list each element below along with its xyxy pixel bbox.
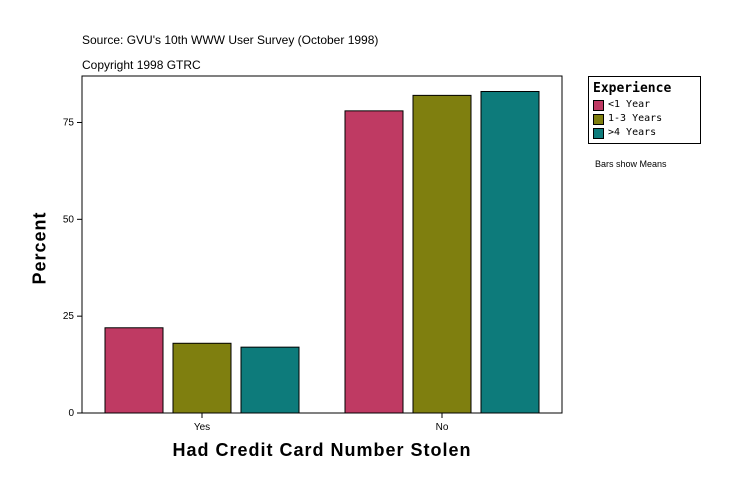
- legend-label: 1-3 Years: [608, 113, 663, 124]
- bar: [240, 346, 300, 414]
- chart-source: Source: GVU's 10th WWW User Survey (Octo…: [82, 33, 379, 47]
- chart-bars: [104, 90, 540, 414]
- bar: [344, 110, 404, 414]
- bar: [104, 327, 164, 414]
- y-tick-label: 25: [63, 311, 75, 322]
- legend-title: Experience: [593, 81, 672, 96]
- legend-swatch: [593, 100, 604, 111]
- x-axis-label: Had Credit Card Number Stolen: [172, 440, 472, 460]
- chart-copyright: Copyright 1998 GTRC: [82, 58, 201, 72]
- chart-axes: 0 25 50 75 Yes No: [63, 75, 563, 433]
- legend-label: >4 Years: [608, 127, 657, 138]
- y-tick-label: 75: [63, 117, 75, 128]
- chart-legend: Experience <1 Year 1-3 Years >4 Years: [588, 76, 701, 144]
- y-tick-label: 0: [68, 408, 74, 419]
- legend-swatch: [593, 114, 604, 125]
- x-tick-label: Yes: [194, 422, 210, 433]
- bar: [172, 342, 232, 414]
- legend-label: <1 Year: [608, 99, 651, 110]
- x-tick-label: No: [436, 422, 449, 433]
- bar: [412, 94, 472, 414]
- plot-frame: [81, 75, 563, 414]
- bar: [480, 90, 540, 414]
- chart-note: Bars show Means: [595, 159, 667, 169]
- y-tick-label: 50: [63, 214, 75, 225]
- y-axis-label: Percent: [29, 211, 50, 285]
- legend-swatch: [593, 128, 604, 139]
